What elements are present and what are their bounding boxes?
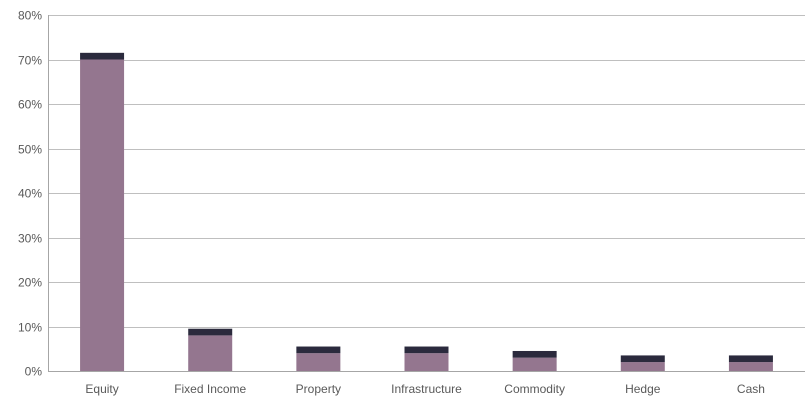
x-tick-label: Property	[296, 382, 341, 396]
bar-fixed-income	[188, 335, 233, 371]
bar-cap-property	[296, 346, 341, 354]
x-tick-label: Equity	[85, 382, 118, 396]
y-tick-label: 80%	[18, 9, 42, 23]
bar-infrastructure	[404, 353, 449, 371]
bar-cap-equity	[80, 52, 125, 60]
y-tick-label: 70%	[18, 54, 42, 68]
bar-cash	[728, 362, 773, 371]
y-axis-ticks: 0% 10% 20% 30% 40% 50% 60% 70% 80%	[18, 9, 42, 379]
bar-cap-infrastructure	[404, 346, 449, 354]
bar-commodity	[512, 357, 557, 371]
y-tick-label: 30%	[18, 232, 42, 246]
x-tick-label: Cash	[737, 382, 765, 396]
y-tick-label: 60%	[18, 98, 42, 112]
bar-cap-hedge	[620, 355, 665, 363]
y-tick-label: 50%	[18, 143, 42, 157]
y-tick-label: 20%	[18, 276, 42, 290]
x-tick-label: Fixed Income	[174, 382, 246, 396]
x-tick-label: Infrastructure	[391, 382, 462, 396]
bar-cap-commodity	[512, 350, 557, 358]
y-tick-label: 10%	[18, 321, 42, 335]
bar-hedge	[620, 362, 665, 371]
x-axis-ticks: Equity Fixed Income Property Infrastructure…	[85, 382, 765, 396]
gridlines	[48, 15, 805, 372]
y-tick-label: 0%	[25, 365, 43, 379]
x-tick-label: Hedge	[625, 382, 661, 396]
x-tick-label: Commodity	[504, 382, 565, 396]
bar-cap-cash	[728, 355, 773, 363]
bar-equity	[80, 59, 125, 371]
bar-property	[296, 353, 341, 371]
bar-group	[80, 52, 773, 371]
bar-cap-fixed-income	[188, 328, 233, 336]
y-tick-label: 40%	[18, 187, 42, 201]
